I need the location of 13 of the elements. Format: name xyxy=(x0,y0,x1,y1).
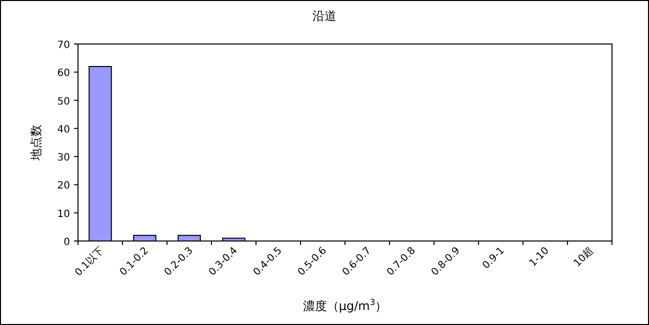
chart-title: 沿道 xyxy=(312,9,336,23)
y-tick-label: 0 xyxy=(64,237,70,248)
y-tick-label: 70 xyxy=(57,40,70,51)
y-tick-label: 30 xyxy=(57,152,70,164)
x-tick-label: 10超 xyxy=(571,244,596,270)
y-tick-label: 10 xyxy=(57,208,70,220)
y-axis-title: 地点数 xyxy=(29,124,43,162)
y-tick-label: 20 xyxy=(57,180,70,192)
x-tick-label: 0.1以下 xyxy=(72,244,106,279)
y-tick-label: 50 xyxy=(57,96,70,108)
y-tick-label: 40 xyxy=(57,124,70,136)
y-tick-label: 60 xyxy=(57,68,70,80)
x-axis-title: 濃度（μg/m$^{3}$） xyxy=(302,297,388,313)
